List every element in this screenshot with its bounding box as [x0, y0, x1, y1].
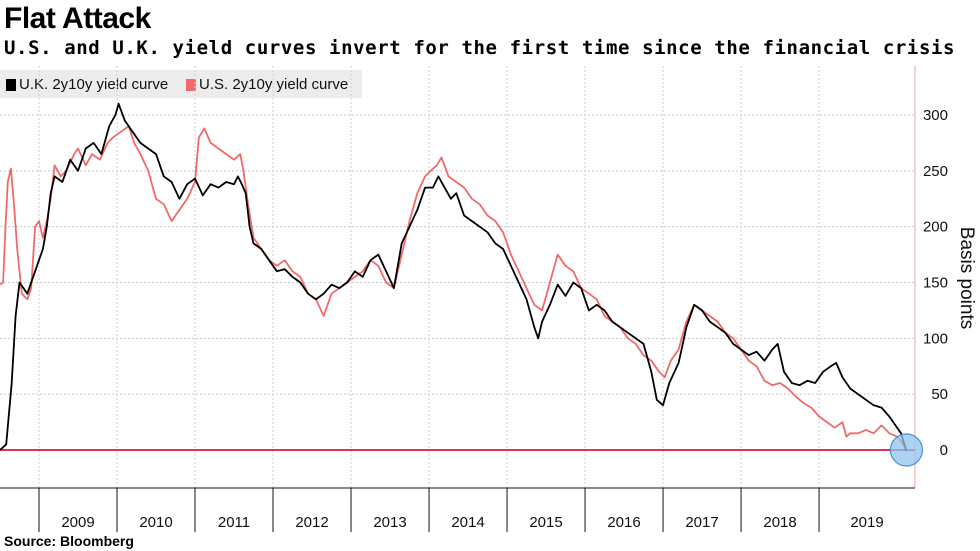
legend-label-uk: U.K. 2y10y yield curve	[19, 76, 169, 93]
x-tick-label-2017: 2017	[685, 514, 718, 531]
series-line-us	[0, 125, 908, 451]
chart-subtitle: U.S. and U.K. yield curves invert for th…	[4, 37, 956, 59]
x-tick-label-2015: 2015	[529, 514, 562, 531]
x-tick-label-2010: 2010	[139, 514, 172, 531]
x-tick-label-2019: 2019	[850, 514, 883, 531]
legend-item-uk: U.K. 2y10y yield curve	[6, 76, 168, 93]
y-tick-label-250: 250	[923, 163, 948, 180]
y-tick-label-300: 300	[923, 107, 948, 124]
legend: U.K. 2y10y yield curve U.S. 2y10y yield …	[0, 70, 362, 98]
legend-item-us: U.S. 2y10y yield curve	[186, 76, 348, 93]
chart-title: Flat Attack	[4, 2, 151, 35]
y-tick-label-0: 0	[940, 442, 948, 459]
legend-swatch-uk	[6, 78, 16, 91]
x-tick-label-2018: 2018	[763, 514, 796, 531]
x-tick-label-2009: 2009	[61, 514, 94, 531]
series-line-uk	[0, 102, 908, 452]
y-tick-label-50: 50	[931, 386, 948, 403]
y-axis-label: Basis points	[956, 227, 977, 329]
source-note: Source: Bloomberg	[4, 533, 134, 549]
y-tick-label-150: 150	[923, 275, 948, 292]
y-tick-label-200: 200	[923, 219, 948, 236]
legend-label-us: U.S. 2y10y yield curve	[199, 76, 349, 93]
x-tick-label-2012: 2012	[295, 514, 328, 531]
y-tick-label-100: 100	[923, 330, 948, 347]
legend-swatch-us	[186, 78, 196, 91]
x-tick-label-2013: 2013	[373, 514, 406, 531]
x-tick-label-2016: 2016	[607, 514, 640, 531]
x-tick-label-2014: 2014	[451, 514, 484, 531]
inversion-highlight-marker	[889, 433, 924, 467]
x-tick-label-2011: 2011	[218, 514, 250, 531]
